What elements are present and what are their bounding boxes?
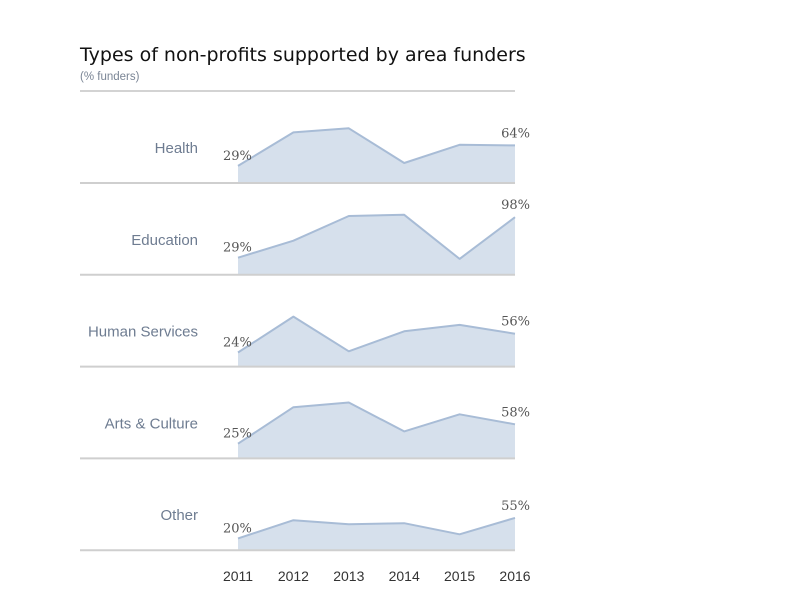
x-tick-2013: 2013 xyxy=(333,568,364,584)
panel-other: Other 20% 55% xyxy=(80,499,530,552)
area-health xyxy=(238,128,515,183)
x-tick-2016: 2016 xyxy=(499,568,530,584)
first-value-label-health: 29% xyxy=(223,149,252,164)
line-health xyxy=(237,127,516,167)
row-label-health: Health xyxy=(155,140,198,157)
x-axis: 2011 2012 2013 2014 2015 2016 xyxy=(223,568,531,584)
panel-health: Health 29% 64% xyxy=(80,126,530,184)
last-value-label-health: 64% xyxy=(501,126,530,141)
area-arts-culture xyxy=(238,402,515,459)
line-human-services xyxy=(237,315,516,354)
row-label-other: Other xyxy=(160,507,198,524)
chart-subtitle: (% funders) xyxy=(80,71,140,83)
first-value-label-education: 29% xyxy=(223,241,252,256)
row-label-education: Education xyxy=(131,232,198,249)
panel-education: Education 29% 98% xyxy=(80,198,530,276)
x-tick-2012: 2012 xyxy=(278,568,309,584)
last-value-label-education: 98% xyxy=(501,198,530,213)
panel-human-services: Human Services 24% 56% xyxy=(80,315,530,368)
first-value-label-other: 20% xyxy=(223,521,252,536)
x-tick-2014: 2014 xyxy=(389,568,420,584)
x-tick-2015: 2015 xyxy=(444,568,475,584)
small-multiples: Health 29% 64% Education 29% 98% Human Service… xyxy=(80,126,530,552)
last-value-label-arts-culture: 58% xyxy=(501,405,530,420)
x-tick-2011: 2011 xyxy=(223,568,253,584)
first-value-label-arts-culture: 25% xyxy=(223,427,252,442)
row-label-arts-culture: Arts & Culture xyxy=(105,415,198,432)
line-arts-culture xyxy=(237,401,516,445)
line-education xyxy=(237,213,516,260)
area-other xyxy=(238,517,515,551)
last-value-label-other: 55% xyxy=(501,499,530,514)
panel-arts-culture: Arts & Culture 25% 58% xyxy=(80,401,530,460)
line-other xyxy=(237,516,516,540)
last-value-label-human-services: 56% xyxy=(501,315,530,330)
area-education xyxy=(238,214,515,275)
row-label-human-services: Human Services xyxy=(88,324,198,341)
chart-title: Types of non-profits supported by area f… xyxy=(79,44,526,66)
first-value-label-human-services: 24% xyxy=(223,335,252,350)
